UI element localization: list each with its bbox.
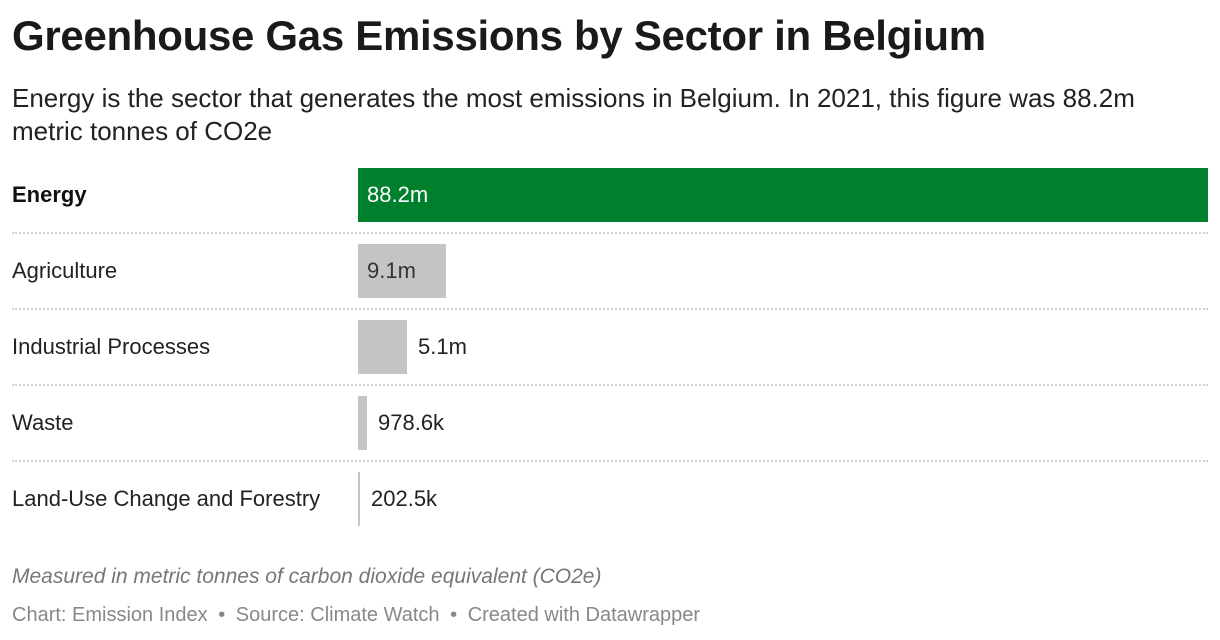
footer-separator: •: [218, 604, 226, 626]
row-separator: [12, 308, 1208, 310]
footer-chart-credit: Chart: Emission Index: [12, 604, 208, 626]
category-label: Agriculture: [12, 258, 118, 283]
bar-row: Energy 88.2m: [12, 168, 1208, 244]
chart-subtitle: Energy is the sector that generates the …: [12, 83, 1135, 146]
bar: [358, 168, 1208, 222]
value-label: 5.1m: [418, 334, 467, 359]
footer-separator: •: [450, 604, 458, 626]
row-separator: [12, 232, 1208, 234]
value-label: 202.5k: [371, 486, 438, 511]
category-label: Land-Use Change and Forestry: [12, 486, 321, 511]
footer-created-with: Created with Datawrapper: [467, 604, 701, 626]
chart-title: Greenhouse Gas Emissions by Sector in Be…: [12, 12, 986, 59]
value-label: 978.6k: [378, 410, 445, 435]
bar-chart: Energy 88.2m Agriculture 9.1m Industrial Pro…: [0, 168, 1220, 538]
category-label: Industrial Processes: [12, 334, 211, 359]
footer-source: Source: Climate Watch: [235, 604, 440, 626]
bar: [358, 244, 446, 298]
bar: [358, 320, 407, 374]
chart-note: Measured in metric tonnes of carbon diox…: [12, 565, 602, 588]
bar-row: Waste 978.6k: [12, 396, 1208, 472]
bar-row: Land-Use Change and Forestry 202.5k: [12, 472, 1208, 548]
value-label: 9.1m: [367, 258, 416, 283]
bar-row: Agriculture 9.1m: [12, 244, 1208, 320]
bar: [358, 472, 360, 526]
category-label: Energy: [12, 182, 87, 207]
row-separator: [12, 384, 1208, 386]
bar-row: Industrial Processes 5.1m: [12, 320, 1208, 396]
row-separator: [12, 460, 1208, 462]
chart-footer: Chart: Emission Index • Source: Climate …: [12, 604, 700, 627]
bar: [358, 396, 367, 450]
category-label: Waste: [12, 410, 74, 435]
value-label: 88.2m: [367, 182, 429, 207]
